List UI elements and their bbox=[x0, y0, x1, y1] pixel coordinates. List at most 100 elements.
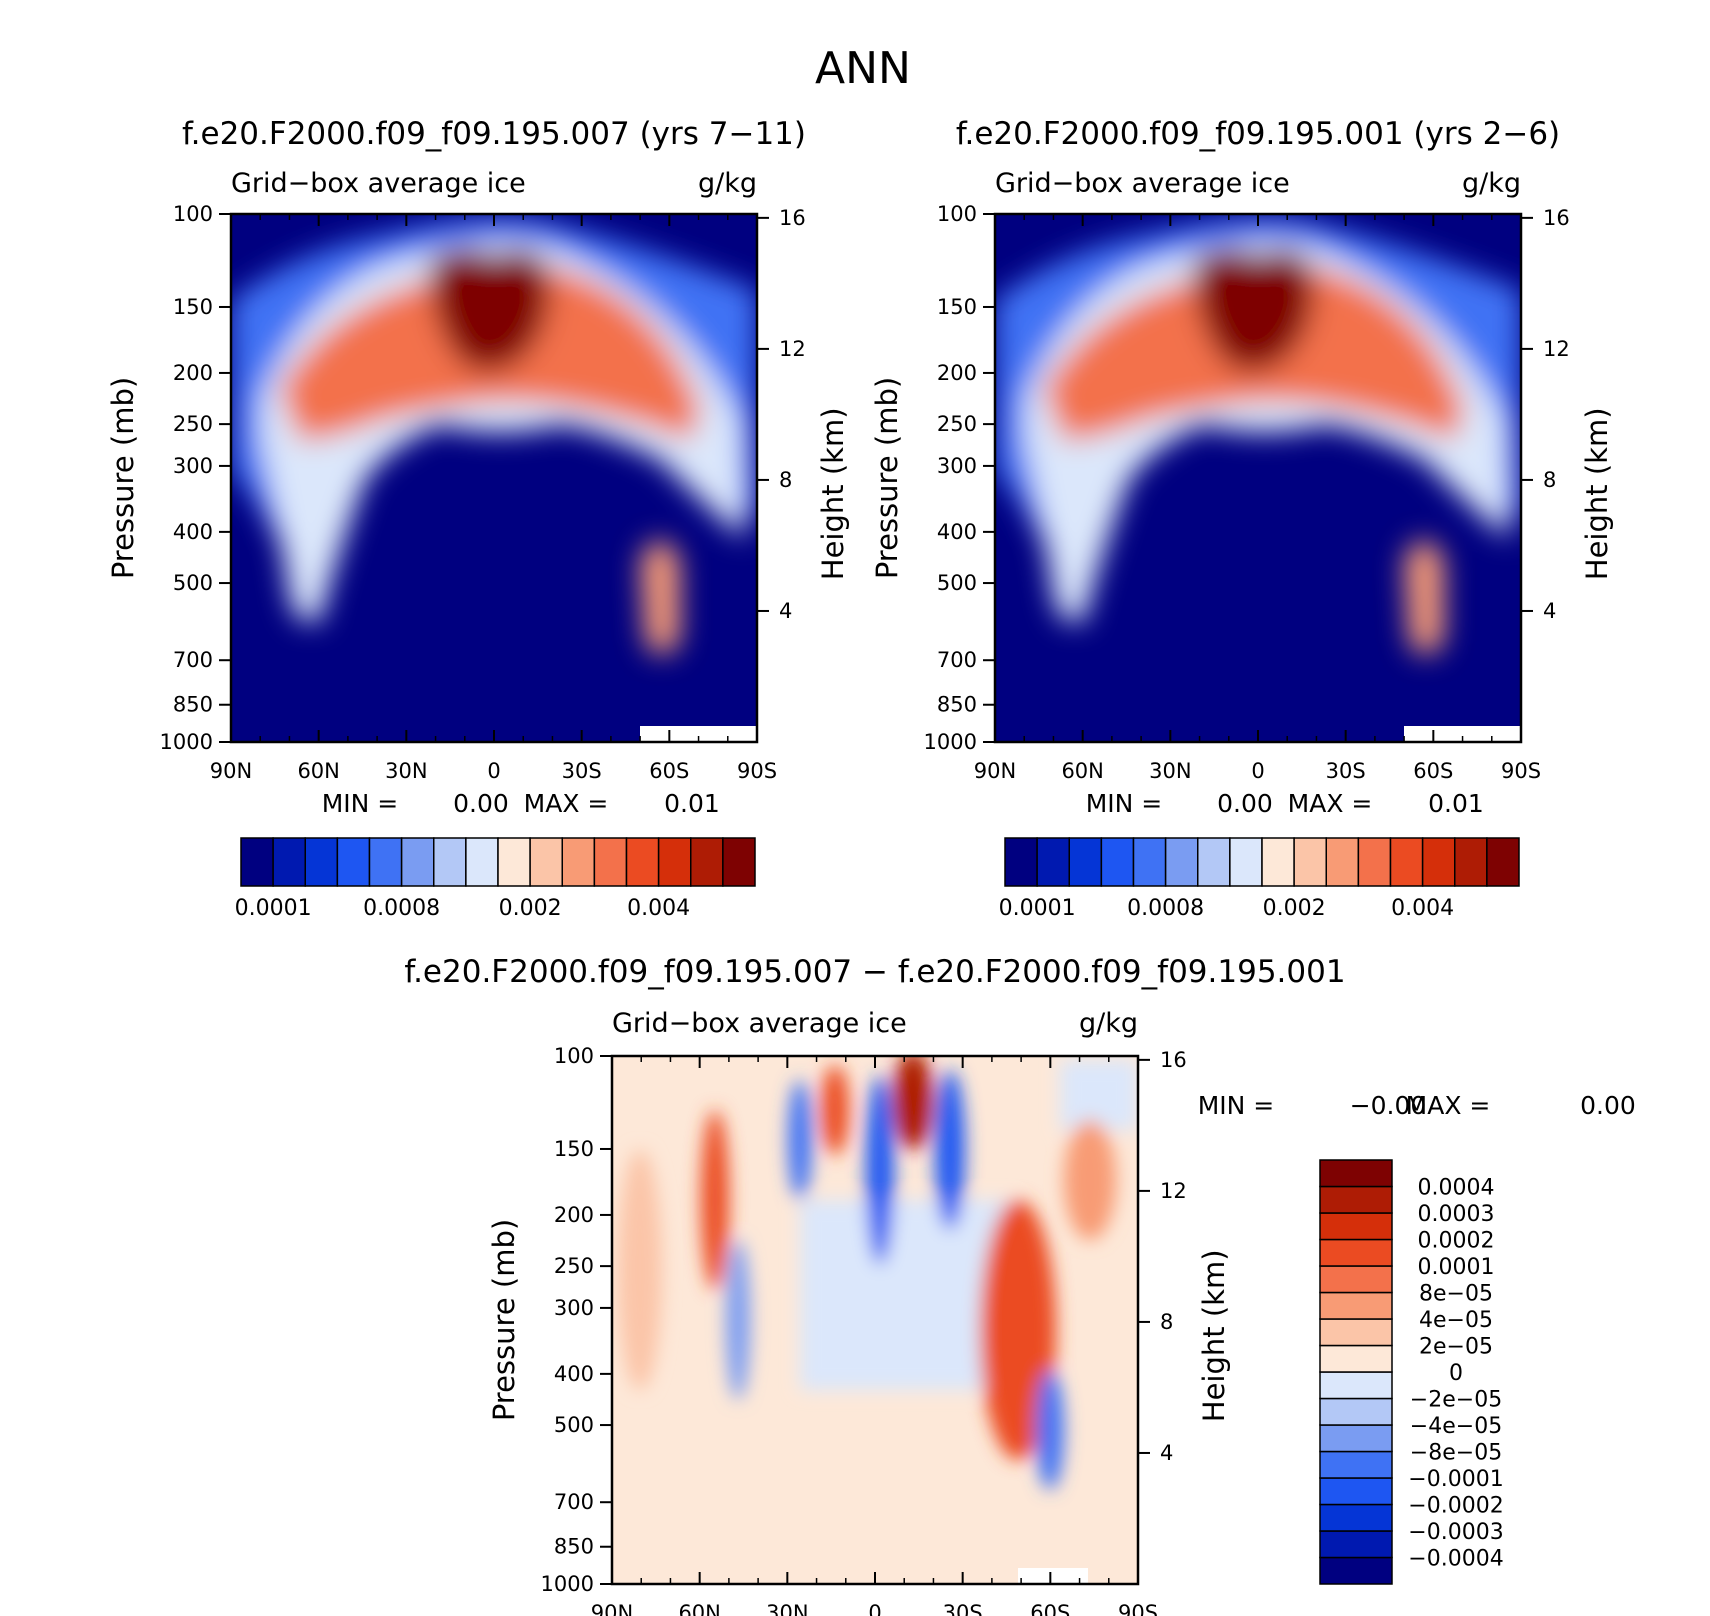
y-tick-label: 400 bbox=[554, 1362, 594, 1386]
colorbar-label: 8e−05 bbox=[1419, 1282, 1493, 1307]
colorbar-label: 0 bbox=[1449, 1361, 1463, 1386]
stats-max-value: 0.01 bbox=[664, 789, 720, 818]
units-label: g/kg bbox=[1079, 1008, 1138, 1039]
field-patch-warm bbox=[701, 1110, 729, 1290]
colorbar-swatch bbox=[1357, 837, 1392, 887]
height-tick-label: 8 bbox=[1543, 468, 1556, 492]
colorbar-label: 4e−05 bbox=[1419, 1308, 1493, 1333]
colorbar-swatch bbox=[1319, 1503, 1393, 1532]
colorbar-label: 0.004 bbox=[627, 896, 690, 921]
units-label: g/kg bbox=[1462, 168, 1521, 199]
y-tick-label: 150 bbox=[554, 1137, 594, 1161]
field-shading bbox=[618, 1056, 1138, 1490]
x-tick-label: 30N bbox=[385, 759, 427, 783]
y-axis-label-right: Height (km) bbox=[1580, 407, 1614, 580]
y-tick-label: 400 bbox=[173, 520, 213, 544]
colorbar-swatch bbox=[1319, 1556, 1393, 1585]
y-tick-label: 300 bbox=[173, 454, 213, 478]
colorbar-swatch bbox=[1319, 1318, 1393, 1347]
y-tick-label: 1000 bbox=[541, 1572, 594, 1596]
colorbar-swatch bbox=[368, 837, 403, 887]
variable-label: Grid−box average ice bbox=[612, 1008, 907, 1039]
contour-field bbox=[995, 214, 1521, 742]
colorbar-label: 0.0008 bbox=[1127, 896, 1204, 921]
stats-max-label: MAX = bbox=[1406, 1091, 1491, 1120]
y-tick-label: 700 bbox=[937, 648, 977, 672]
field-patch-cool bbox=[1036, 1370, 1064, 1490]
colorbar-label: −0.0002 bbox=[1408, 1494, 1503, 1519]
y-axis-label: Pressure (mb) bbox=[106, 377, 140, 579]
colorbar-swatch bbox=[1454, 837, 1488, 887]
variable-label: Grid−box average ice bbox=[995, 168, 1290, 199]
panel-title: f.e20.F2000.f09_f09.195.007 − f.e20.F200… bbox=[404, 954, 1345, 990]
height-tick-label: 4 bbox=[1543, 599, 1556, 623]
stats-max-value: 0.00 bbox=[1580, 1091, 1636, 1120]
colorbar-swatch bbox=[1319, 1530, 1393, 1559]
x-tick-label: 60S bbox=[649, 759, 689, 783]
colorbar-swatch bbox=[1319, 1185, 1393, 1214]
axes: 90N 60N 30N 0 30S 60S 90S 100 150 200 250 300 400 500… bbox=[106, 202, 850, 921]
colorbar-swatch bbox=[1389, 837, 1424, 887]
y-tick-label: 200 bbox=[173, 361, 213, 385]
field-band-warm-2 bbox=[640, 540, 680, 655]
y-tick-label: 400 bbox=[937, 520, 977, 544]
colorbar-label: 0.0001 bbox=[1418, 1255, 1495, 1280]
height-tick-label: 16 bbox=[1543, 206, 1570, 230]
colorbar-swatch bbox=[465, 837, 499, 887]
colorbar-swatch bbox=[433, 837, 467, 887]
field-band-max bbox=[430, 249, 550, 372]
panel-run-001: f.e20.F2000.f09_f09.195.001 (yrs 2−6) Gr… bbox=[870, 116, 1614, 921]
colorbar-swatch bbox=[240, 837, 274, 887]
colorbar-swatch bbox=[1319, 1397, 1393, 1426]
y-axis-label-right: Height (km) bbox=[1197, 1249, 1231, 1422]
colorbar-swatch bbox=[1421, 837, 1456, 887]
colorbar-swatch bbox=[1319, 1265, 1393, 1294]
y-tick-label: 100 bbox=[937, 202, 977, 226]
colorbar-swatch bbox=[657, 837, 692, 887]
height-tick-label: 16 bbox=[1160, 1048, 1187, 1072]
field-patch-warm bbox=[893, 1056, 933, 1150]
x-tick-label: 0 bbox=[868, 1601, 881, 1616]
colorbar-swatch bbox=[529, 837, 563, 887]
colorbar-label: −8e−05 bbox=[1410, 1441, 1502, 1466]
height-tick-label: 16 bbox=[779, 206, 806, 230]
stats-min-value: 0.00 bbox=[1217, 789, 1273, 818]
x-tick-label: 60N bbox=[1061, 759, 1103, 783]
colorbar-label: 0.0003 bbox=[1418, 1202, 1495, 1227]
x-tick-label: 30N bbox=[1149, 759, 1191, 783]
colorbar-swatch bbox=[1325, 837, 1360, 887]
y-tick-label: 250 bbox=[173, 412, 213, 436]
axes: 90N 60N 30N 0 30S 60S 90S 100 150 200 250 300 400 500… bbox=[487, 1044, 1636, 1616]
y-tick-label: 250 bbox=[554, 1254, 594, 1278]
y-tick-label: 300 bbox=[937, 454, 977, 478]
y-tick-label: 200 bbox=[554, 1203, 594, 1227]
x-tick-label: 60N bbox=[678, 1601, 720, 1616]
field-patch-cool bbox=[788, 1080, 812, 1200]
field-patch-warm bbox=[980, 1200, 1056, 1460]
colorbar-label: 0.0001 bbox=[999, 896, 1076, 921]
y-tick-label: 100 bbox=[173, 202, 213, 226]
colorbar-label: 0.0002 bbox=[1418, 1229, 1495, 1254]
height-tick-label: 4 bbox=[779, 599, 792, 623]
field-patch-warm bbox=[618, 1150, 662, 1390]
colorbar-label: 0.004 bbox=[1391, 896, 1454, 921]
x-tick-label: 90N bbox=[210, 759, 252, 783]
y-axis-label: Pressure (mb) bbox=[487, 1219, 521, 1421]
field-band-max bbox=[1194, 249, 1314, 372]
x-tick-label: 0 bbox=[487, 759, 500, 783]
height-tick-label: 12 bbox=[1543, 337, 1570, 361]
stats-min-value: −0.00 bbox=[1350, 1091, 1427, 1120]
y-tick-label: 850 bbox=[937, 693, 977, 717]
stats-max-label: MAX = bbox=[1288, 789, 1373, 818]
colorbar-label: 0.0001 bbox=[235, 896, 312, 921]
x-tick-label: 30S bbox=[943, 1601, 983, 1616]
y-tick-label: 500 bbox=[937, 571, 977, 595]
x-tick-label: 30S bbox=[1326, 759, 1366, 783]
main-title: ANN bbox=[815, 43, 911, 94]
colorbar-swatch bbox=[625, 837, 660, 887]
panel-difference: f.e20.F2000.f09_f09.195.007 − f.e20.F200… bbox=[404, 954, 1635, 1616]
panel-run-007: f.e20.F2000.f09_f09.195.007 (yrs 7−11) G… bbox=[106, 116, 850, 921]
x-tick-label: 90S bbox=[1118, 1601, 1158, 1616]
y-tick-label: 250 bbox=[937, 412, 977, 436]
